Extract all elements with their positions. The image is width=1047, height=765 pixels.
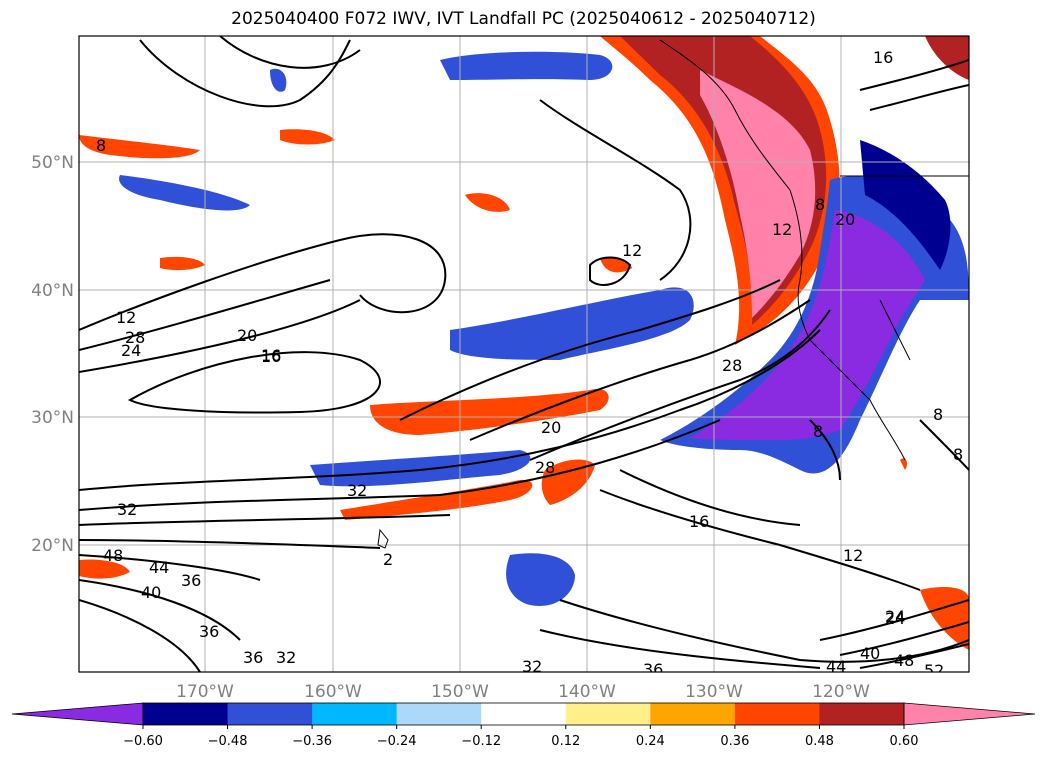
contour-label: 24 [885, 609, 905, 628]
contour-label: 8 [933, 405, 943, 424]
contour-label: 12 [116, 308, 136, 327]
contour-label: 20 [541, 418, 561, 437]
contour-label: 16 [261, 346, 281, 365]
lat-label: 50°N [31, 153, 74, 173]
colorbar-bin [565, 703, 651, 725]
contour-label: 8 [815, 195, 825, 214]
contour-labels: 16 12 8 12 28 24 20 16 20 8 12 28 20 16 … [96, 48, 963, 680]
contour-label: 28 [722, 356, 742, 375]
lon-label: 130°W [685, 682, 743, 702]
contour-label: 36 [181, 571, 201, 590]
contour-label: 28 [535, 458, 555, 477]
lat-label: 40°N [31, 281, 74, 301]
contour-label: 16 [689, 512, 709, 531]
contour-label: 24 [121, 341, 141, 360]
colorbar-extend-min [11, 702, 144, 726]
colorbar-extend-max [903, 702, 1036, 726]
lon-label: 170°W [176, 682, 234, 702]
contour-label: 2 [383, 550, 393, 569]
contour-label: 20 [835, 210, 855, 229]
map-title: 2025040400 F072 IWV, IVT Landfall PC (20… [231, 9, 816, 29]
contour-label: 32 [276, 648, 296, 667]
contour-label: 8 [813, 422, 823, 441]
contour-label: 28 [125, 328, 145, 347]
contour-label: 44 [149, 558, 169, 577]
colorbar-bin [227, 703, 313, 725]
contour-label: 36 [199, 622, 219, 641]
contour-label: 32 [522, 657, 542, 676]
contour-label: 12 [843, 546, 863, 565]
contour-label: 12 [622, 241, 642, 260]
lon-label: 150°W [431, 682, 489, 702]
colorbar: −0.60 −0.48 −0.36 −0.24 −0.12 0.12 0.24 0.36 0.4… [11, 702, 1036, 749]
contour-label: 32 [117, 500, 137, 519]
lat-label: 30°N [31, 408, 74, 428]
contour-label: 40 [860, 644, 880, 663]
lon-label: 140°W [558, 682, 616, 702]
colorbar-tick-label: 0.24 [636, 734, 665, 749]
ivt-contours [79, 36, 969, 672]
colorbar-bin [312, 703, 398, 725]
contour-label: 8 [953, 445, 963, 464]
colorbar-bin [819, 703, 905, 725]
map-frame [78, 35, 970, 673]
longitude-axis: 170°W 160°W 150°W 140°W 130°W 120°W [176, 682, 870, 702]
contour-label: 44 [826, 657, 846, 676]
contour-label: 36 [243, 648, 263, 667]
colorbar-tick-label: −0.24 [377, 734, 417, 749]
colorbar-bin [143, 703, 229, 725]
latitude-axis: 50°N 40°N 30°N 20°N [31, 153, 74, 556]
coastlines [377, 39, 969, 549]
contour-label: 40 [141, 583, 161, 602]
contour-label: 8 [96, 136, 106, 155]
contour-label: 12 [772, 220, 792, 239]
colorbar-bin [481, 703, 567, 725]
contour-label: 24 [885, 607, 905, 626]
anomaly-fill-layer [79, 36, 969, 650]
colorbar-bin [734, 703, 820, 725]
colorbar-tick-label: 0.12 [551, 734, 580, 749]
colorbar-bin [396, 703, 482, 725]
colorbar-frame [142, 702, 905, 726]
contour-label: 32 [347, 481, 367, 500]
colorbar-tick-label: 0.48 [805, 734, 834, 749]
colorbar-tick-label: −0.60 [123, 734, 163, 749]
contour-label: 16 [261, 347, 281, 366]
contour-label: 36 [643, 660, 663, 679]
colorbar-tick-label: 0.60 [890, 734, 919, 749]
lat-label: 20°N [31, 536, 74, 556]
colorbar-bin [650, 703, 736, 725]
contour-label: 48 [103, 546, 123, 565]
colorbar-tick-label: −0.36 [292, 734, 332, 749]
contour-label: 20 [237, 326, 257, 345]
colorbar-tick-label: −0.48 [208, 734, 248, 749]
colorbar-tick-label: −0.12 [461, 734, 501, 749]
lon-label: 160°W [304, 682, 362, 702]
contour-label: 16 [873, 48, 893, 67]
lon-label: 120°W [812, 682, 870, 702]
colorbar-tick-label: 0.36 [720, 734, 749, 749]
contour-label: 52 [924, 661, 944, 680]
contour-label: 48 [894, 651, 914, 670]
